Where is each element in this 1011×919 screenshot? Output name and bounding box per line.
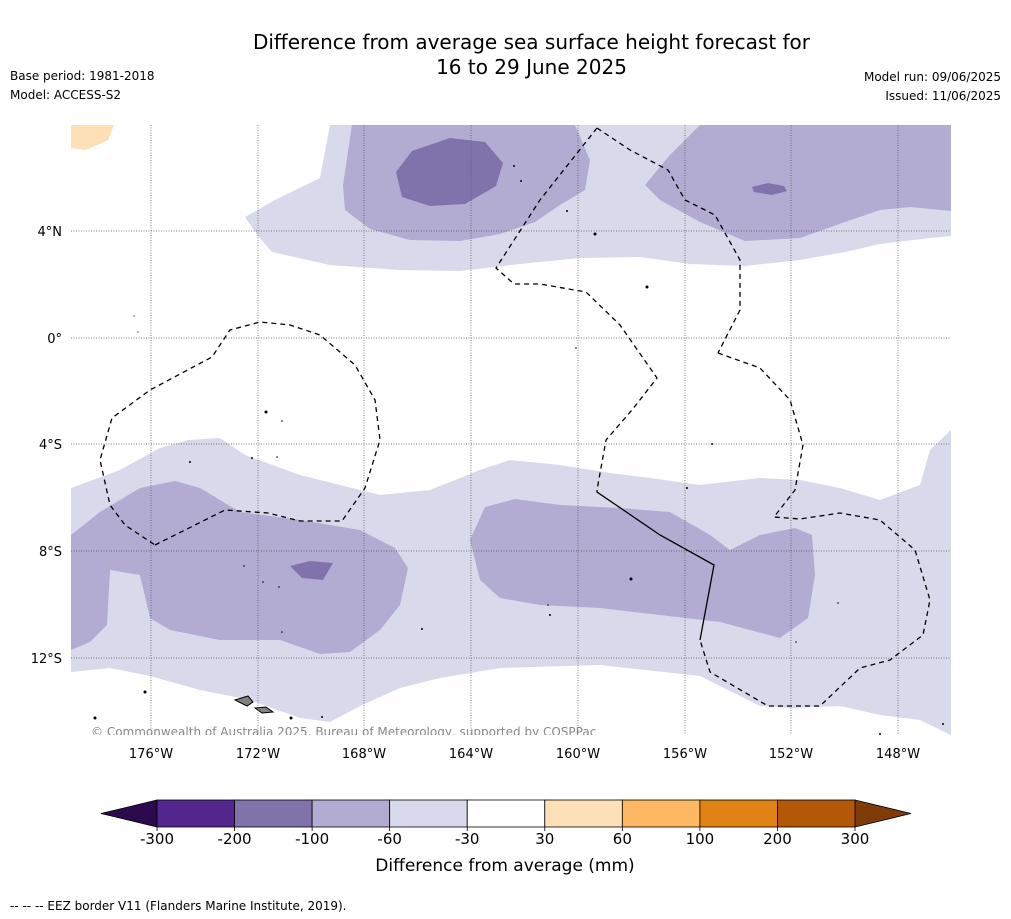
- colorbar-segment: [311, 799, 391, 828]
- gridlines: [71, 125, 951, 735]
- model-name: Model: ACCESS-S2: [10, 88, 122, 102]
- lon-label-168w: 168°W: [342, 747, 386, 762]
- lon-label-172w: 172°W: [236, 747, 280, 762]
- anomaly-band-mid-north-east: [645, 125, 951, 241]
- colorbar-segment: [389, 799, 468, 828]
- colorbar-tick-label: 100: [686, 830, 715, 848]
- anomaly-positive-corner: [71, 125, 114, 150]
- issued-date: Issued: 11/06/2025: [885, 89, 1001, 103]
- maritime-boundary-solid: [596, 490, 715, 641]
- colorbar-tick-label: -200: [218, 830, 252, 848]
- lon-label-156w: 156°W: [663, 747, 707, 762]
- eez-footnote: -- -- -- EEZ border V11 (Flanders Marine…: [10, 899, 347, 913]
- colorbar-tick-label: -30: [455, 830, 480, 848]
- lat-label-4n: 4°N: [38, 225, 63, 240]
- lat-label-12s: 12°S: [31, 652, 62, 667]
- island-dots: [93, 165, 944, 735]
- latitude-axis-labels: 4°N 0° 4°S 8°S 12°S: [31, 225, 62, 667]
- colorbar-segment: [621, 799, 701, 828]
- colorbar: -300 -200 -100 -60 -30 30 60 100 200 300: [100, 799, 912, 848]
- eez-borders: [99, 127, 931, 707]
- colorbar-segment: [466, 799, 546, 828]
- meta-right: Model run: 09/06/2025 Issued: 11/06/2025: [864, 68, 1001, 106]
- title-line-2: 16 to 29 June 2025: [436, 55, 627, 79]
- colorbar-title: Difference from average (mm): [375, 856, 634, 876]
- colorbar-tick-label: 60: [613, 830, 632, 848]
- lat-label-8s: 8°S: [39, 545, 62, 560]
- title-line-1: Difference from average sea surface heig…: [252, 30, 811, 54]
- base-period: Base period: 1981-2018: [10, 69, 155, 83]
- colorbar-tick-label: -60: [377, 830, 402, 848]
- eez-border-phoenix: [495, 127, 658, 491]
- anomaly-band-mid-south-west: [71, 481, 408, 654]
- anomaly-blob-dark-south: [290, 561, 333, 580]
- colorbar-tick-label: 300: [841, 830, 870, 848]
- colorbar-extend-low: [100, 799, 158, 828]
- anomaly-blob-dark-north-east: [752, 183, 787, 195]
- island-samoa-small: [253, 706, 275, 714]
- colorbar-tick-label: -300: [140, 830, 174, 848]
- colorbar-segment: [156, 799, 235, 828]
- map-title: Difference from average sea surface heig…: [0, 30, 1011, 80]
- colorbar-extend-high: [854, 799, 912, 828]
- meta-left: Base period: 1981-2018 Model: ACCESS-S2: [10, 67, 155, 105]
- eez-border-line-islands: [596, 127, 741, 354]
- eez-border-cook-islands: [699, 352, 931, 707]
- colorbar-segment: [777, 799, 856, 828]
- lon-label-164w: 164°W: [449, 747, 493, 762]
- colorbar-tick-label: 200: [763, 830, 792, 848]
- lon-label-152w: 152°W: [769, 747, 813, 762]
- copyright-notice: © Commonwealth of Australia 2025, Bureau…: [91, 725, 596, 739]
- lat-label-0: 0°: [47, 332, 62, 347]
- map-area: © Commonwealth of Australia 2025, Bureau…: [71, 125, 951, 739]
- lon-label-176w: 176°W: [129, 747, 173, 762]
- colorbar-segment: [699, 799, 778, 828]
- colorbar-tick-label: 30: [535, 830, 554, 848]
- model-run: Model run: 09/06/2025: [863, 70, 1001, 84]
- lon-label-160w: 160°W: [556, 747, 600, 762]
- longitude-axis-labels: 176°W 172°W 168°W 164°W 160°W 156°W 152°…: [129, 747, 920, 762]
- island-samoa-large: [233, 695, 254, 707]
- lat-label-4s: 4°S: [39, 438, 62, 453]
- anomaly-blob-dark-north-west: [396, 138, 503, 206]
- lon-label-148w: 148°W: [876, 747, 920, 762]
- colorbar-tick-label: -100: [295, 830, 329, 848]
- anomaly-band-mid-south-east: [470, 499, 815, 638]
- colorbar-segment: [544, 799, 623, 828]
- colorbar-segment: [234, 799, 313, 828]
